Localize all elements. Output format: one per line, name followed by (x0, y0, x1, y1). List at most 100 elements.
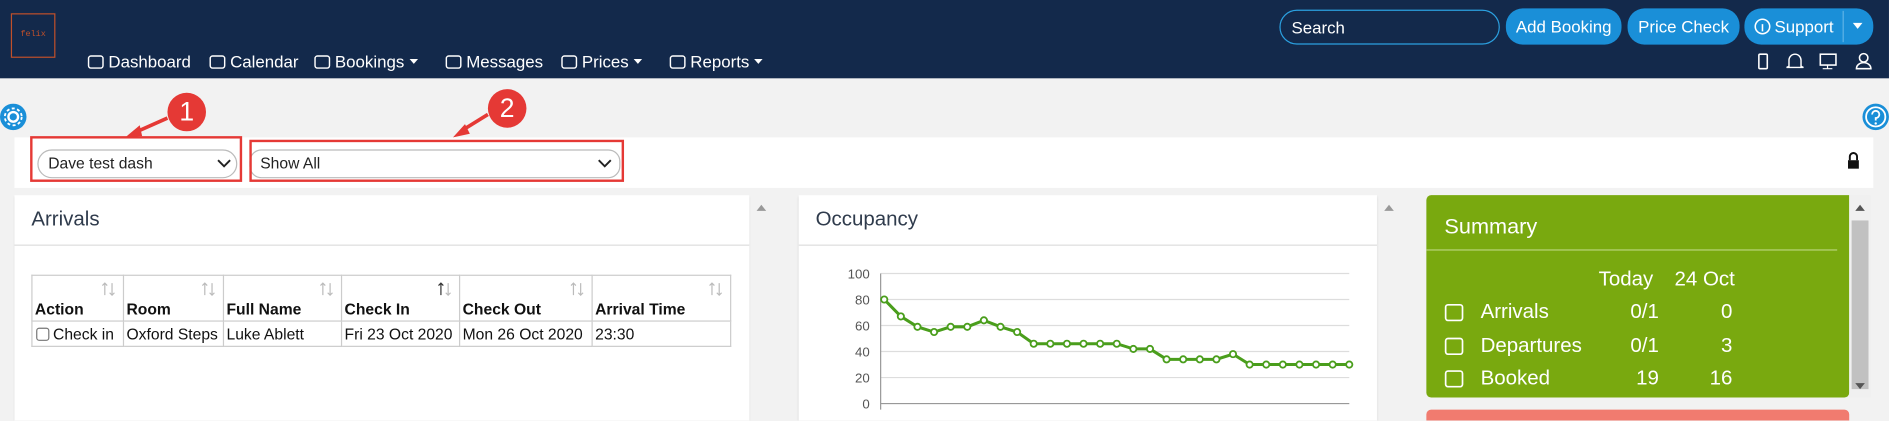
caret-shape (409, 59, 418, 64)
sort-up (570, 282, 577, 296)
scroll-thumb[interactable] (1851, 220, 1869, 390)
nav-icon (314, 54, 331, 69)
nav-icon (209, 54, 226, 69)
logo[interactable]: felix (10, 13, 56, 58)
divider (1426, 249, 1838, 251)
scroll-up[interactable] (1381, 200, 1398, 214)
cell-text: Fri 23 Oct 2020 (344, 324, 453, 343)
summary-label: Booked (1480, 366, 1551, 390)
add-booking-button[interactable]: Add Booking (1505, 8, 1622, 45)
alert-panel (1426, 409, 1850, 421)
search-box[interactable]: Search (1279, 9, 1500, 45)
nav-icon (87, 54, 104, 69)
y-tick-label: 60 (855, 318, 870, 333)
sort-up (709, 282, 715, 296)
data-point (963, 322, 972, 331)
sort-icon (709, 282, 723, 297)
sort-icon (438, 282, 451, 297)
nav-item[interactable]: Messages (445, 51, 543, 73)
summary-label: Arrivals (1480, 299, 1549, 323)
device-icons[interactable] (1753, 51, 1879, 73)
summary-label: Departures (1480, 333, 1582, 356)
caret (754, 59, 763, 64)
table-cell: Check in (31, 320, 125, 347)
header-label: Check In (344, 299, 410, 319)
sort-down (577, 283, 584, 297)
data-point (1245, 360, 1254, 369)
icon-shape (1444, 337, 1464, 355)
data-point (896, 312, 905, 321)
data-point (1079, 339, 1088, 348)
data-point (880, 295, 889, 304)
sort-icon (101, 282, 115, 297)
cell-text: Check in (53, 324, 114, 343)
cell-text: Oxford Steps (126, 324, 218, 343)
summary-value: 16 (1709, 366, 1733, 390)
nav-label: Calendar (230, 51, 299, 72)
summary-icon (1444, 370, 1464, 388)
icon-shape (445, 54, 462, 69)
data-point (913, 322, 922, 331)
data-point (1212, 355, 1221, 364)
cell-text: Luke Ablett (226, 324, 304, 343)
price-check-button[interactable]: Price Check (1627, 8, 1740, 45)
sort-up (201, 282, 208, 296)
data-point (1328, 360, 1337, 369)
y-tick-label: 100 (848, 266, 870, 281)
sort-down (445, 283, 451, 297)
column-header[interactable]: Check In (340, 274, 461, 322)
y-tick-label: 0 (862, 396, 869, 411)
support-icons (1754, 10, 1863, 43)
nav-icon (669, 54, 686, 69)
checkbox[interactable] (36, 327, 50, 341)
y-tick-label: 40 (855, 344, 870, 359)
nav-item[interactable]: Prices (560, 51, 643, 73)
arrivals-table: Action Room Full Name Check In Check Out Arri… (31, 274, 732, 347)
data-point (1162, 355, 1171, 364)
scroll-arrows[interactable] (1849, 195, 1871, 397)
column-header[interactable]: Full Name (222, 274, 343, 322)
scroll-up[interactable] (753, 200, 770, 214)
support-button[interactable]: Support (1744, 8, 1874, 45)
occupancy-line (883, 298, 1350, 367)
sort-up (438, 282, 444, 296)
nav-label: Dashboard (108, 51, 191, 72)
callout-badge: 2 (487, 89, 527, 128)
data-point (1345, 360, 1354, 369)
summary-panel: Summary Today 24 Oct Arrivals 0/1 0 Departure… (1426, 195, 1850, 398)
data-point (1112, 339, 1121, 348)
table-cell: 23:30 (591, 320, 732, 347)
summary-value: 0/1 (1630, 299, 1659, 323)
table-row: Check in Oxford Steps Luke Ablett Fri 23 Oc… (31, 320, 732, 347)
data-point (1195, 355, 1204, 364)
column-header[interactable]: Action (31, 274, 125, 322)
nav-item[interactable]: Reports (669, 51, 764, 73)
sort-down (327, 283, 333, 297)
sort-up (320, 282, 326, 296)
nav-item[interactable]: Bookings (313, 51, 419, 73)
nav-item[interactable]: Dashboard (87, 51, 191, 73)
occupancy-chart: 0 20 40 60 80 100 (848, 266, 1354, 411)
column-header[interactable]: Room (122, 274, 225, 322)
cell-text: Mon 26 Oct 2020 (462, 324, 583, 343)
header-row: Action Room Full Name Check In Check Out Arri… (31, 274, 732, 322)
summary-column-header: Today (1598, 267, 1654, 291)
highlight-box (30, 136, 243, 182)
help-icon[interactable] (1861, 102, 1889, 131)
caret (409, 59, 418, 64)
column-header[interactable]: Arrival Time (591, 274, 732, 322)
settings-icon[interactable] (0, 103, 29, 133)
sort-up (101, 282, 108, 296)
view-select[interactable]: Show All (249, 149, 621, 179)
nav-item[interactable]: Calendar (208, 51, 299, 73)
highlight-box (249, 139, 625, 182)
dashboard-select[interactable]: Dave test dash (37, 149, 238, 179)
data-point (1179, 355, 1188, 364)
header-label: Full Name (226, 299, 302, 319)
sort-down (109, 283, 115, 297)
data-point (1062, 339, 1071, 348)
data-point (1096, 339, 1105, 348)
column-header[interactable]: Check Out (458, 274, 593, 322)
sort-icon (201, 282, 215, 297)
table-cell: Fri 23 Oct 2020 (340, 320, 461, 347)
